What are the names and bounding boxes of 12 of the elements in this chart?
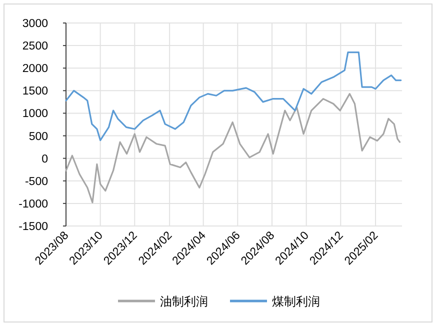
legend-label: 油制利润 (160, 294, 208, 308)
y-tick-label: 2000 (22, 63, 48, 76)
y-tick-label: 3000 (22, 18, 48, 30)
y-tick-label: -1500 (18, 221, 48, 233)
y-tick-label: 500 (28, 130, 48, 143)
y-tick-label: 2500 (22, 40, 48, 53)
y-tick-label: -500 (24, 176, 48, 188)
y-tick-label: 0 (42, 153, 48, 166)
y-tick-label: 1000 (22, 108, 48, 120)
y-tick-label: -1000 (18, 198, 48, 210)
legend-label: 煤制利润 (272, 294, 320, 308)
y-tick-label: 1500 (22, 86, 48, 98)
